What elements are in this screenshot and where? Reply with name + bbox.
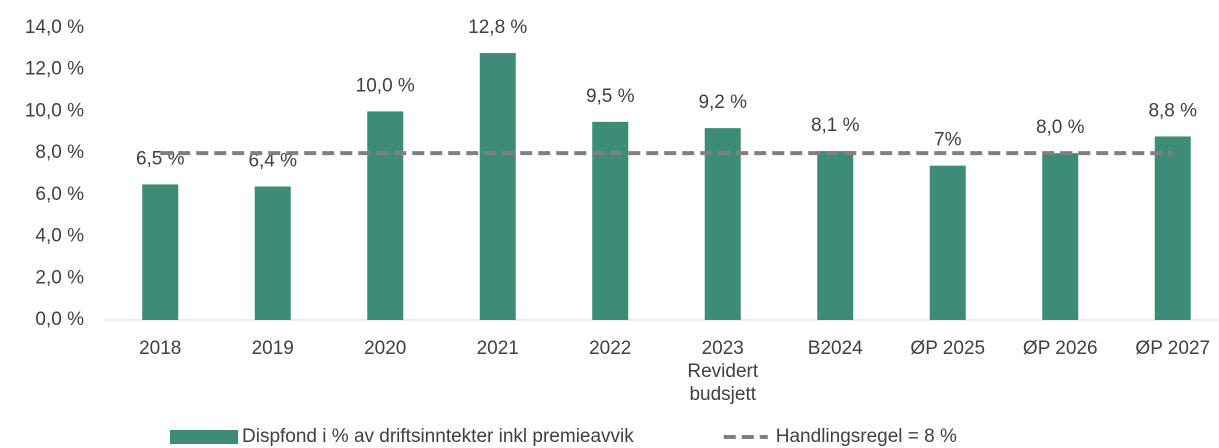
bar (367, 111, 404, 320)
bar (817, 151, 854, 320)
y-tick-label: 4,0 % (35, 226, 84, 247)
x-tick-label: B2024 (807, 338, 863, 359)
data-label: 8,8 % (1148, 100, 1197, 121)
bar (1042, 153, 1079, 320)
x-tick-label: 2018 (139, 338, 182, 359)
bar (704, 128, 741, 320)
x-tick-label: 2023 Revidert budsjett (687, 338, 759, 405)
x-tick-label: 2022 (589, 338, 632, 359)
data-label: 10,0 % (356, 75, 415, 96)
bar (479, 53, 516, 321)
data-label: 7% (934, 130, 962, 151)
x-tick-label: 2021 (476, 338, 519, 359)
data-label: 8,1 % (811, 115, 860, 136)
y-tick-label: 12,0 % (25, 59, 84, 80)
data-label: 6,4 % (248, 151, 297, 172)
x-tick-label: ØP 2026 (1022, 338, 1098, 359)
y-tick-label: 8,0 % (35, 142, 84, 163)
bar (929, 165, 966, 320)
y-tick-label: 14,0 % (25, 17, 84, 38)
x-tick-label: ØP 2025 (910, 338, 986, 359)
bar (142, 184, 179, 320)
bar (1154, 136, 1191, 320)
legend-label: Handlingsregel = 8 % (776, 426, 957, 447)
y-tick-label: 2,0 % (35, 267, 84, 288)
x-tick-label: 2019 (251, 338, 294, 359)
y-tick-label: 10,0 % (25, 100, 84, 121)
y-tick-label: 0,0 % (35, 309, 84, 330)
y-tick-label: 6,0 % (35, 184, 84, 205)
legend-swatch (170, 430, 238, 444)
x-tick-label: 2020 (364, 338, 407, 359)
data-label: 9,5 % (586, 86, 635, 107)
x-tick-label: ØP 2027 (1135, 338, 1211, 359)
bar (254, 186, 291, 320)
data-label: 12,8 % (468, 17, 527, 38)
legend-label: Dispfond i % av driftsinntekter inkl pre… (242, 426, 634, 447)
data-label: 9,2 % (698, 92, 747, 113)
data-label: 8,0 % (1036, 117, 1085, 138)
data-label: 6,5 % (136, 148, 185, 169)
